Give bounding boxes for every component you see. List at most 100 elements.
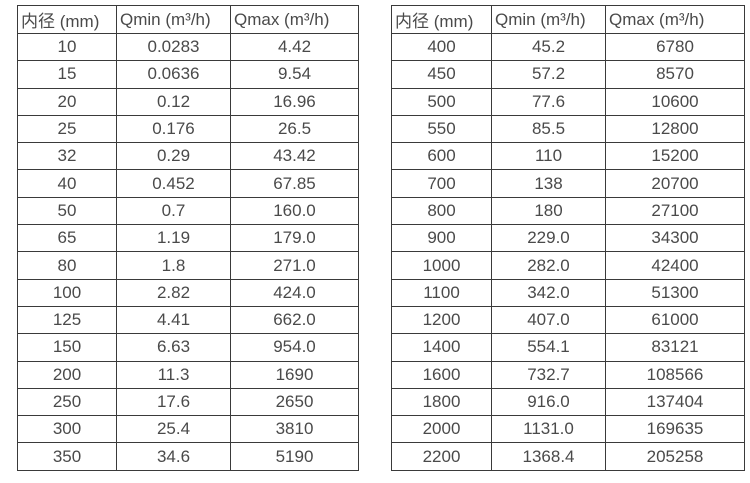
cell-qmin: 0.12 bbox=[116, 87, 231, 116]
cell-qmax: 20700 bbox=[605, 169, 745, 198]
cell-diameter: 1000 bbox=[391, 251, 492, 280]
table-row: 800 180 27100 bbox=[391, 196, 745, 226]
table-header-row: 内径 (mm) Qmin (m³/h) Qmax (m³/h) bbox=[391, 5, 745, 34]
cell-qmax: 108566 bbox=[605, 360, 745, 389]
cell-diameter: 550 bbox=[391, 114, 492, 144]
cell-qmin: 1368.4 bbox=[491, 442, 606, 471]
cell-qmax: 2650 bbox=[230, 387, 359, 417]
cell-qmax: 6780 bbox=[605, 32, 745, 62]
cell-qmin: 0.7 bbox=[116, 196, 231, 226]
cell-qmax: 205258 bbox=[605, 442, 745, 471]
table-row: 400 45.2 6780 bbox=[391, 32, 745, 62]
cell-qmax: 8570 bbox=[605, 60, 745, 89]
table-header-row: 内径 (mm) Qmin (m³/h) Qmax (m³/h) bbox=[17, 5, 359, 34]
cell-qmax: 34300 bbox=[605, 224, 745, 253]
cell-diameter: 15 bbox=[17, 60, 117, 89]
cell-qmin: 45.2 bbox=[491, 32, 606, 62]
table-row: 500 77.6 10600 bbox=[391, 87, 745, 116]
cell-qmax: 1690 bbox=[230, 360, 359, 389]
cell-qmin: 1.19 bbox=[116, 224, 231, 253]
cell-diameter: 32 bbox=[17, 142, 117, 171]
table-row: 80 1.8 271.0 bbox=[17, 251, 359, 280]
cell-qmax: 954.0 bbox=[230, 333, 359, 362]
table-row: 1100 342.0 51300 bbox=[391, 278, 745, 307]
cell-qmin: 77.6 bbox=[491, 87, 606, 116]
cell-diameter: 1800 bbox=[391, 387, 492, 417]
column-header-diameter: 内径 (mm) bbox=[391, 5, 492, 34]
cell-qmax: 3810 bbox=[230, 415, 359, 444]
cell-qmin: 407.0 bbox=[491, 305, 606, 335]
cell-diameter: 500 bbox=[391, 87, 492, 116]
cell-qmax: 4.42 bbox=[230, 32, 359, 62]
table-row: 550 85.5 12800 bbox=[391, 114, 745, 144]
cell-qmax: 16.96 bbox=[230, 87, 359, 116]
table-row: 125 4.41 662.0 bbox=[17, 305, 359, 335]
cell-qmin: 85.5 bbox=[491, 114, 606, 144]
table-row: 150 6.63 954.0 bbox=[17, 333, 359, 362]
cell-diameter: 150 bbox=[17, 333, 117, 362]
cell-qmin: 0.29 bbox=[116, 142, 231, 171]
column-header-qmin: Qmin (m³/h) bbox=[491, 5, 606, 34]
cell-qmax: 26.5 bbox=[230, 114, 359, 144]
cell-diameter: 20 bbox=[17, 87, 117, 116]
cell-diameter: 1200 bbox=[391, 305, 492, 335]
cell-diameter: 350 bbox=[17, 442, 117, 471]
table-body: 10 0.0283 4.42 15 0.0636 9.54 20 0.12 16.96 25 0.1… bbox=[17, 32, 359, 471]
cell-diameter: 1600 bbox=[391, 360, 492, 389]
column-header-qmax: Qmax (m³/h) bbox=[605, 5, 745, 34]
table-header-row: 内径 (mm) Qmin (m³/h) Qmax (m³/h) bbox=[17, 5, 359, 34]
table-row: 100 2.82 424.0 bbox=[17, 278, 359, 307]
cell-qmax: 271.0 bbox=[230, 251, 359, 280]
cell-diameter: 300 bbox=[17, 415, 117, 444]
cell-qmin: 34.6 bbox=[116, 442, 231, 471]
table-row: 50 0.7 160.0 bbox=[17, 196, 359, 226]
cell-qmin: 916.0 bbox=[491, 387, 606, 417]
cell-diameter: 400 bbox=[391, 32, 492, 62]
cell-diameter: 2200 bbox=[391, 442, 492, 471]
cell-qmin: 4.41 bbox=[116, 305, 231, 335]
cell-qmax: 43.42 bbox=[230, 142, 359, 171]
cell-qmin: 229.0 bbox=[491, 224, 606, 253]
cell-qmin: 25.4 bbox=[116, 415, 231, 444]
cell-diameter: 800 bbox=[391, 196, 492, 226]
cell-qmax: 424.0 bbox=[230, 278, 359, 307]
table-row: 1800 916.0 137404 bbox=[391, 387, 745, 417]
cell-qmin: 6.63 bbox=[116, 333, 231, 362]
cell-diameter: 700 bbox=[391, 169, 492, 198]
cell-qmax: 137404 bbox=[605, 387, 745, 417]
cell-qmax: 67.85 bbox=[230, 169, 359, 198]
cell-qmin: 180 bbox=[491, 196, 606, 226]
cell-qmin: 0.0283 bbox=[116, 32, 231, 62]
table-row: 900 229.0 34300 bbox=[391, 224, 745, 253]
cell-qmax: 169635 bbox=[605, 415, 745, 444]
cell-qmin: 0.452 bbox=[116, 169, 231, 198]
cell-qmin: 110 bbox=[491, 142, 606, 171]
cell-diameter: 1400 bbox=[391, 333, 492, 362]
cell-qmax: 61000 bbox=[605, 305, 745, 335]
cell-qmin: 11.3 bbox=[116, 360, 231, 389]
spec-tables-container: 内径 (mm) Qmin (m³/h) Qmax (m³/h) 10 0.0283 4.… bbox=[17, 5, 745, 471]
table-row: 65 1.19 179.0 bbox=[17, 224, 359, 253]
cell-qmax: 662.0 bbox=[230, 305, 359, 335]
table-row: 1600 732.7 108566 bbox=[391, 360, 745, 389]
cell-qmax: 160.0 bbox=[230, 196, 359, 226]
table-row: 1200 407.0 61000 bbox=[391, 305, 745, 335]
table-row: 2000 1131.0 169635 bbox=[391, 415, 745, 444]
cell-diameter: 200 bbox=[17, 360, 117, 389]
table-row: 10 0.0283 4.42 bbox=[17, 32, 359, 62]
table-body: 400 45.2 6780 450 57.2 8570 500 77.6 10600 550 85.… bbox=[391, 32, 745, 471]
table-row: 350 34.6 5190 bbox=[17, 442, 359, 471]
cell-qmin: 1.8 bbox=[116, 251, 231, 280]
cell-diameter: 900 bbox=[391, 224, 492, 253]
cell-diameter: 450 bbox=[391, 60, 492, 89]
cell-qmin: 732.7 bbox=[491, 360, 606, 389]
table-row: 2200 1368.4 205258 bbox=[391, 442, 745, 471]
cell-qmax: 5190 bbox=[230, 442, 359, 471]
cell-qmax: 9.54 bbox=[230, 60, 359, 89]
column-header-qmax: Qmax (m³/h) bbox=[230, 5, 359, 34]
table-row: 700 138 20700 bbox=[391, 169, 745, 198]
cell-qmin: 138 bbox=[491, 169, 606, 198]
table-row: 32 0.29 43.42 bbox=[17, 142, 359, 171]
table-row: 20 0.12 16.96 bbox=[17, 87, 359, 116]
column-header-diameter: 内径 (mm) bbox=[17, 5, 117, 34]
